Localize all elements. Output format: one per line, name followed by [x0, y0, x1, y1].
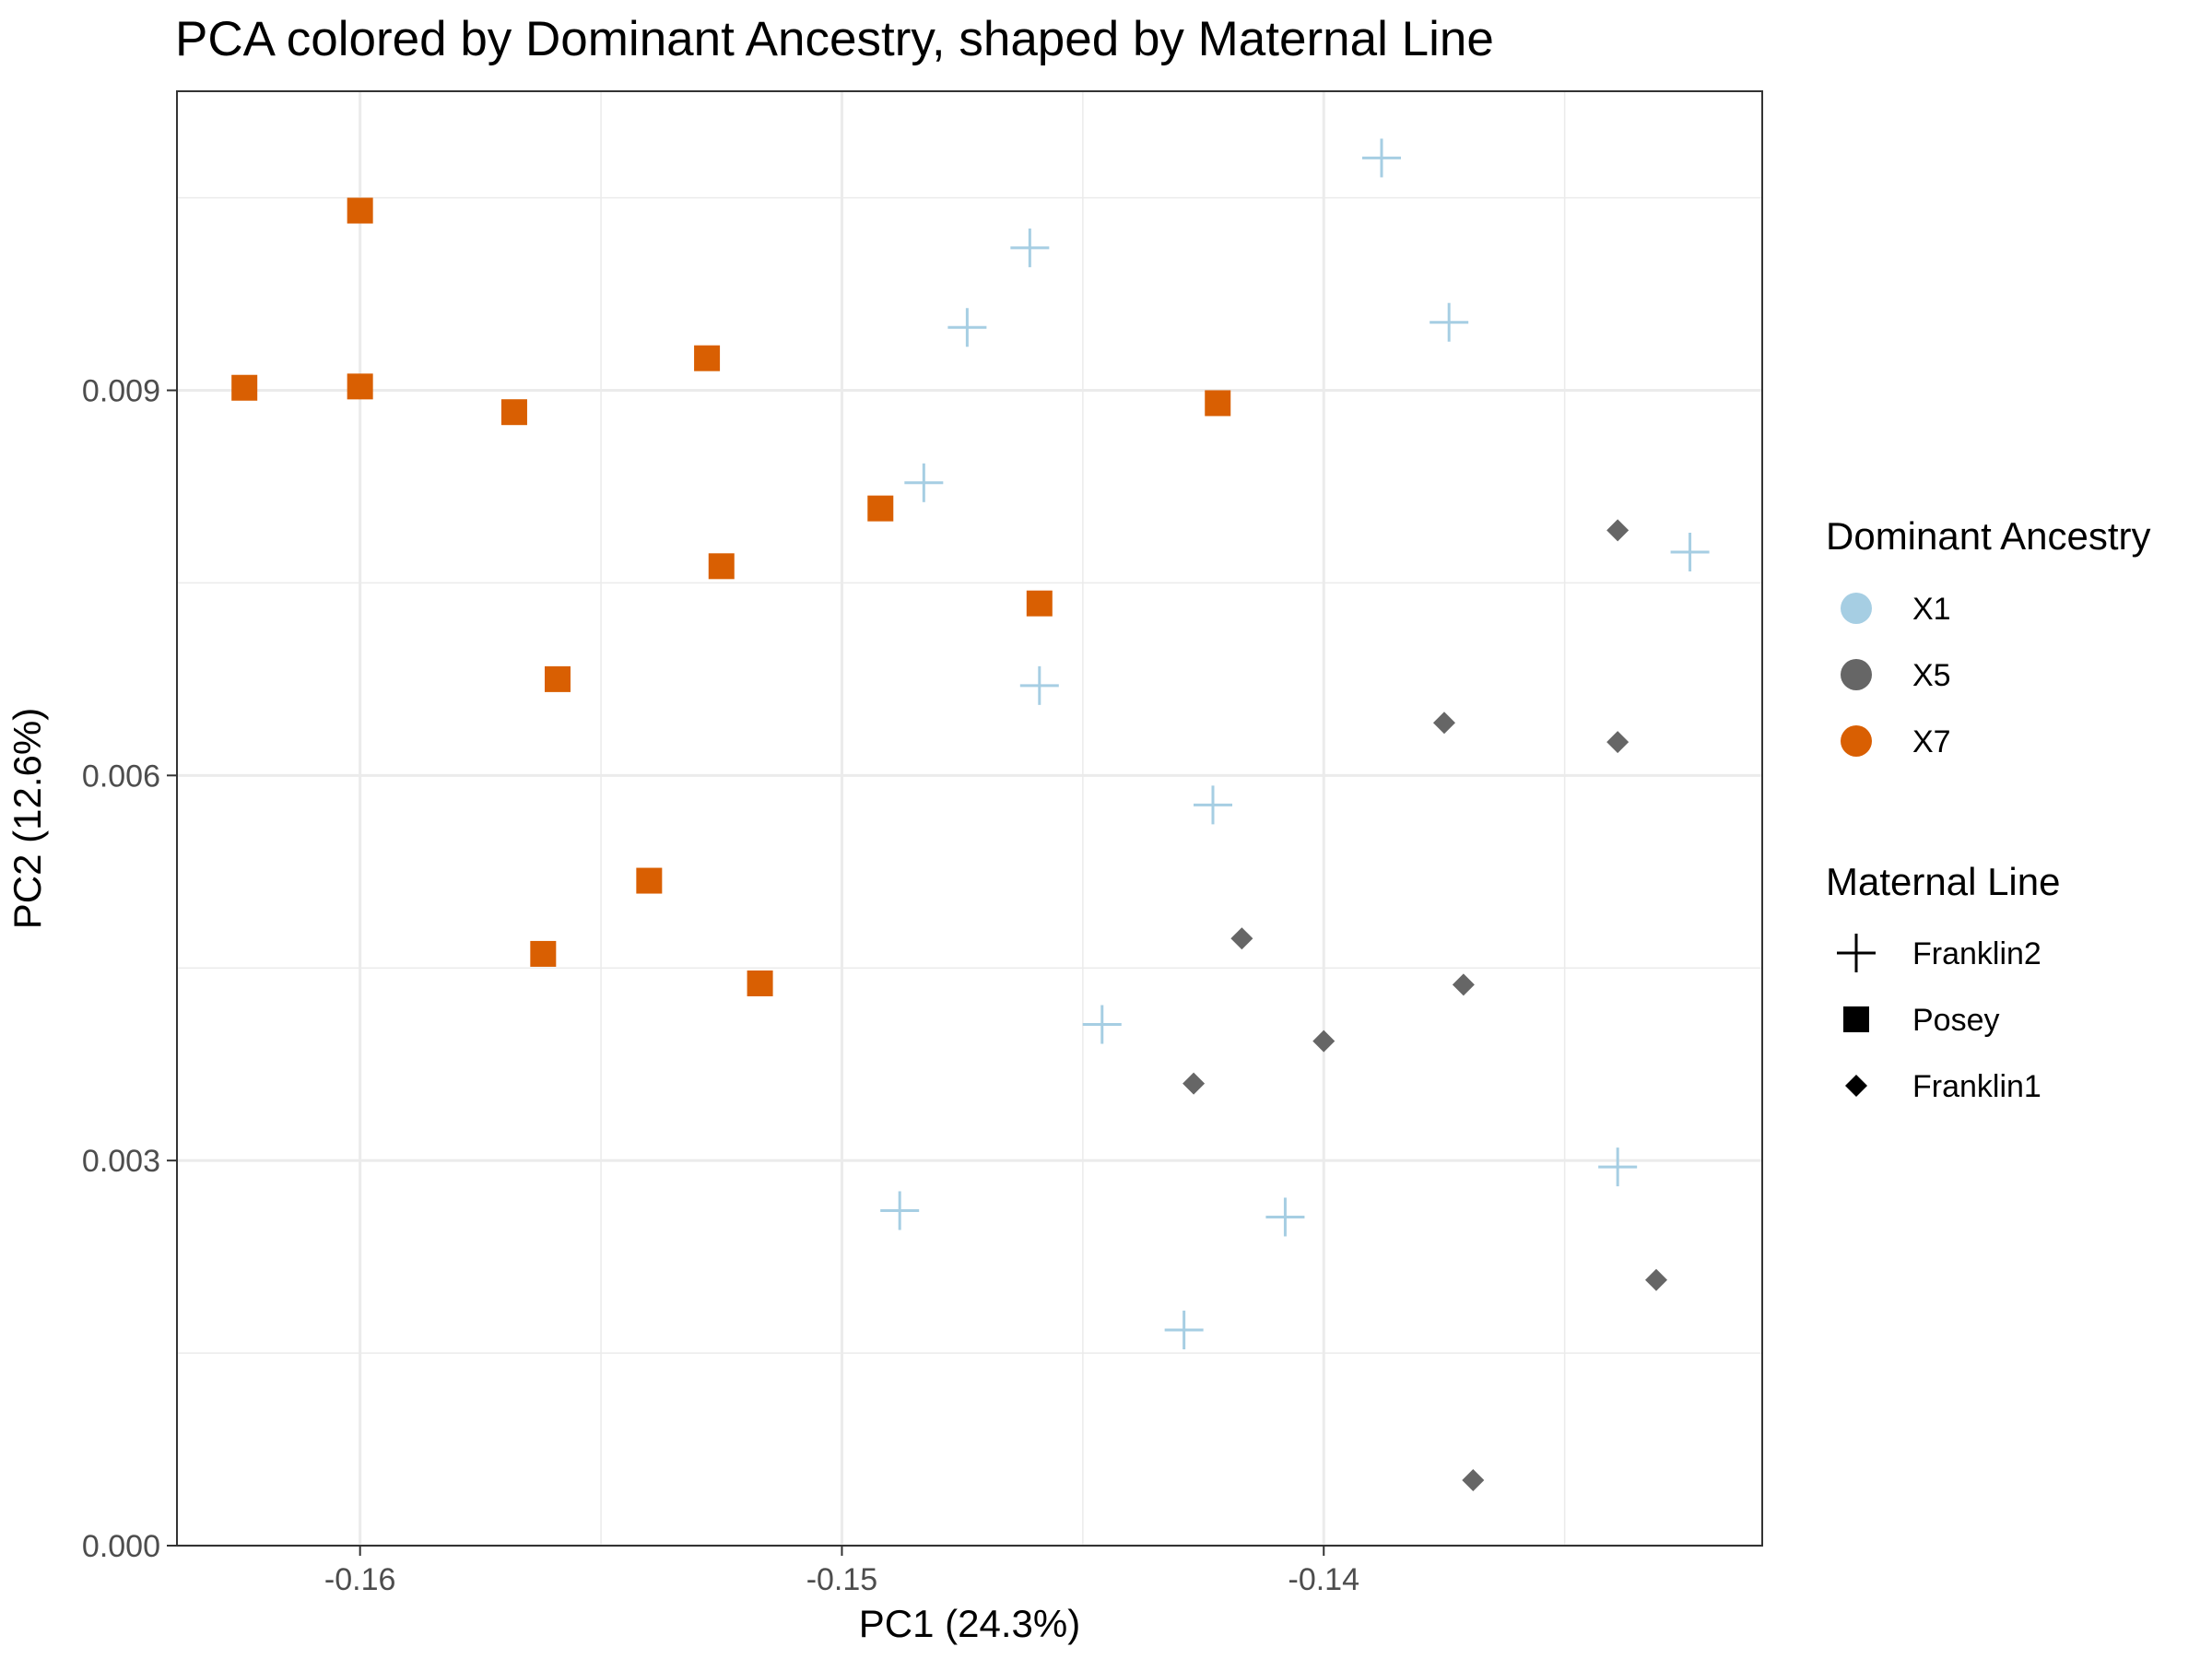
legend-label-posey: Posey [1912, 1003, 2000, 1038]
x-tick-label: -0.14 [1288, 1562, 1360, 1597]
data-point-plus-x1 [1598, 1147, 1638, 1187]
data-point-plus-x1 [1361, 138, 1401, 178]
legend-label-x1: X1 [1912, 592, 1951, 627]
data-point-square-x7 [694, 345, 721, 371]
data-point-diamond-x5 [1432, 712, 1455, 735]
data-point-plus-x1 [1164, 1311, 1204, 1350]
legend-swatch-x5 [1841, 659, 1872, 690]
data-point-diamond-x5 [1644, 1268, 1667, 1291]
data-point-diamond-x5 [1606, 519, 1630, 542]
legend-label-franklin1: Franklin1 [1912, 1069, 2041, 1104]
y-tick-label: 0.006 [82, 759, 160, 794]
data-point-plus-x1 [880, 1191, 920, 1230]
x-axis-title: PC1 (24.3%) [859, 1602, 1080, 1645]
data-point-square-x7 [708, 553, 735, 580]
data-point-plus-x1 [1265, 1197, 1305, 1237]
color-legend-title: Dominant Ancestry [1826, 514, 2151, 558]
panel-border [176, 90, 1763, 1547]
y-tick-label: 0.000 [82, 1529, 160, 1564]
legend-symbol-franklin1 [1845, 1075, 1867, 1097]
data-point-square-x7 [867, 495, 894, 522]
data-point-square-x7 [231, 374, 258, 401]
data-point-diamond-x5 [1312, 1030, 1335, 1053]
data-point-plus-x1 [1010, 228, 1050, 267]
x-axis-ticks: -0.16 -0.15 -0.14 [324, 1546, 1359, 1597]
data-point-square-x7 [1026, 590, 1053, 617]
data-point-diamond-x5 [1182, 1072, 1206, 1095]
data-point-plus-x1 [1082, 1005, 1122, 1044]
data-point-square-x7 [545, 665, 571, 692]
legend-label-franklin2: Franklin2 [1912, 936, 2041, 971]
data-point-square-x7 [347, 373, 373, 400]
legend-label-x7: X7 [1912, 724, 1951, 759]
data-point-square-x7 [500, 399, 527, 426]
y-tick-label: 0.009 [82, 374, 160, 409]
minor-gridlines [177, 91, 1762, 1546]
legend-label-x5: X5 [1912, 658, 1951, 693]
data-point-plus-x1 [1670, 533, 1710, 572]
y-tick-label: 0.003 [82, 1144, 160, 1179]
data-point-plus-x1 [947, 308, 987, 347]
data-point-diamond-x5 [1230, 927, 1253, 950]
legend-symbol-posey [1843, 1006, 1869, 1032]
data-point-plus-x1 [1019, 665, 1059, 705]
data-point-square-x7 [636, 867, 663, 894]
color-legend: Dominant Ancestry X1 X5 X7 [1826, 514, 2151, 759]
shape-legend-title: Maternal Line [1826, 860, 2060, 903]
data-point-plus-x1 [904, 463, 944, 502]
legend-swatch-x7 [1841, 725, 1872, 757]
x-tick-label: -0.15 [806, 1562, 878, 1597]
y-axis-ticks: 0.000 0.003 0.006 0.009 [82, 374, 177, 1564]
legend-symbol-franklin2 [1837, 934, 1876, 972]
data-point-plus-x1 [1430, 302, 1469, 342]
data-point-diamond-x5 [1452, 973, 1475, 996]
data-point-plus-x1 [1194, 785, 1233, 825]
chart-title: PCA colored by Dominant Ancestry, shaped… [175, 12, 1494, 66]
data-point-square-x7 [1205, 390, 1231, 417]
data-point-diamond-x5 [1462, 1468, 1485, 1491]
data-points [231, 138, 1710, 1491]
data-point-diamond-x5 [1606, 731, 1630, 754]
shape-legend: Maternal Line Franklin2 Posey Franklin1 [1826, 860, 2060, 1104]
data-point-square-x7 [747, 970, 773, 996]
x-tick-label: -0.16 [324, 1562, 396, 1597]
y-axis-title: PC2 (12.6%) [6, 708, 49, 929]
data-point-square-x7 [530, 940, 557, 967]
legend-swatch-x1 [1841, 593, 1872, 624]
data-point-square-x7 [347, 197, 373, 224]
